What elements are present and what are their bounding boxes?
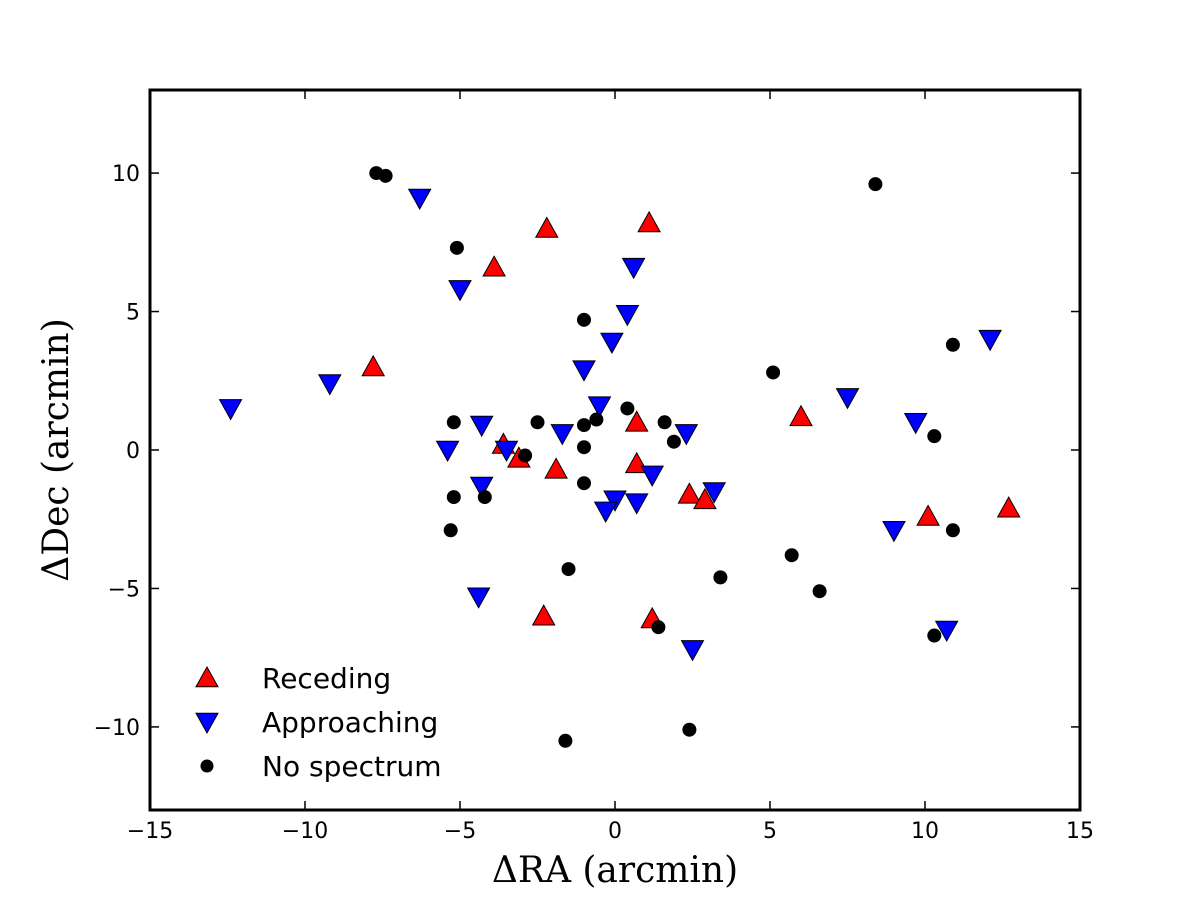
point-no-spectrum — [449, 240, 464, 255]
point-no-spectrum — [927, 628, 942, 643]
point-approaching — [621, 257, 646, 280]
point-approaching — [448, 280, 472, 302]
legend-label-receding: Receding — [262, 662, 391, 695]
point-no-spectrum — [812, 584, 827, 599]
point-receding — [361, 354, 386, 377]
point-approaching — [494, 440, 519, 463]
point-approaching — [466, 587, 491, 609]
point-no-spectrum — [518, 448, 533, 463]
legend-marker-no-spectrum — [200, 759, 214, 773]
point-no-spectrum — [443, 523, 458, 538]
point-no-spectrum — [651, 620, 666, 635]
point-approaching — [603, 490, 627, 512]
point-approaching — [680, 640, 705, 662]
point-receding — [482, 255, 506, 277]
point-approaching — [435, 440, 460, 463]
point-no-spectrum — [945, 337, 960, 352]
point-no-spectrum — [577, 312, 591, 327]
point-receding — [693, 487, 717, 510]
point-no-spectrum — [446, 415, 461, 430]
point-approaching — [469, 415, 494, 438]
x-tick-label: −10 — [282, 819, 328, 844]
x-tick-label: 10 — [911, 819, 939, 844]
point-receding — [534, 216, 559, 238]
point-receding — [531, 604, 556, 626]
point-no-spectrum — [713, 570, 728, 585]
point-approaching — [674, 424, 699, 446]
point-no-spectrum — [682, 722, 697, 737]
point-receding — [637, 210, 661, 233]
x-tick-label: −5 — [444, 819, 476, 844]
data-marks-group — [218, 166, 1021, 748]
point-approaching — [587, 396, 612, 418]
y-tick-label: 5 — [126, 301, 140, 326]
point-approaching — [640, 465, 665, 487]
legend-marker-approaching — [195, 712, 219, 735]
point-no-spectrum — [561, 562, 576, 577]
point-receding — [677, 482, 702, 504]
point-receding — [789, 404, 813, 427]
y-tick-label: 10 — [112, 162, 140, 187]
x-tick-label: 0 — [608, 819, 622, 844]
legend-label-approaching: Approaching — [262, 706, 438, 739]
point-no-spectrum — [766, 365, 781, 380]
point-no-spectrum — [868, 177, 883, 192]
point-approaching — [978, 329, 1002, 352]
point-no-spectrum — [945, 523, 960, 538]
point-approaching — [550, 424, 575, 446]
plot-frame — [148, 88, 1082, 812]
y-tick-label: 0 — [126, 439, 140, 464]
legend: Receding Approaching No spectrum — [195, 662, 441, 783]
point-approaching — [600, 332, 624, 355]
point-approaching — [218, 399, 243, 421]
point-no-spectrum — [530, 415, 545, 430]
point-no-spectrum — [558, 733, 573, 748]
point-approaching — [903, 413, 928, 435]
point-receding — [916, 504, 940, 526]
point-approaching — [615, 305, 640, 327]
point-approaching — [593, 501, 618, 523]
point-no-spectrum — [577, 418, 591, 433]
point-no-spectrum — [378, 168, 393, 183]
point-no-spectrum — [666, 434, 681, 449]
point-receding — [996, 496, 1021, 518]
legend-label-no-spectrum: No spectrum — [262, 750, 441, 783]
point-approaching — [702, 482, 727, 504]
point-no-spectrum — [927, 429, 942, 444]
point-no-spectrum — [784, 548, 799, 563]
legend-marker-receding — [195, 665, 219, 688]
point-approaching — [835, 388, 860, 410]
point-no-spectrum — [446, 490, 461, 505]
point-approaching — [572, 360, 596, 382]
point-approaching — [882, 521, 906, 543]
point-no-spectrum — [589, 412, 604, 427]
y-tick-label: −5 — [108, 577, 140, 602]
ticks-group: −15 −10 −5 0 5 10 15 −10 −5 0 5 10 — [94, 90, 1094, 844]
point-no-spectrum — [477, 490, 492, 505]
point-approaching — [317, 374, 342, 396]
point-approaching — [934, 620, 959, 643]
x-axis-label: ΔRA (arcmin) — [492, 850, 738, 891]
point-approaching — [469, 476, 494, 499]
y-tick-label: −10 — [94, 716, 140, 741]
x-tick-label: 15 — [1066, 819, 1094, 844]
point-no-spectrum — [620, 401, 635, 416]
x-tick-label: −15 — [127, 819, 173, 844]
point-no-spectrum — [577, 440, 591, 455]
point-approaching — [624, 493, 649, 515]
x-tick-label: 5 — [763, 819, 777, 844]
point-receding — [624, 410, 649, 432]
point-approaching — [407, 188, 432, 211]
y-axis-label: ΔDec (arcmin) — [36, 318, 77, 582]
point-no-spectrum — [657, 415, 672, 430]
point-no-spectrum — [577, 476, 591, 491]
point-receding — [544, 457, 568, 479]
